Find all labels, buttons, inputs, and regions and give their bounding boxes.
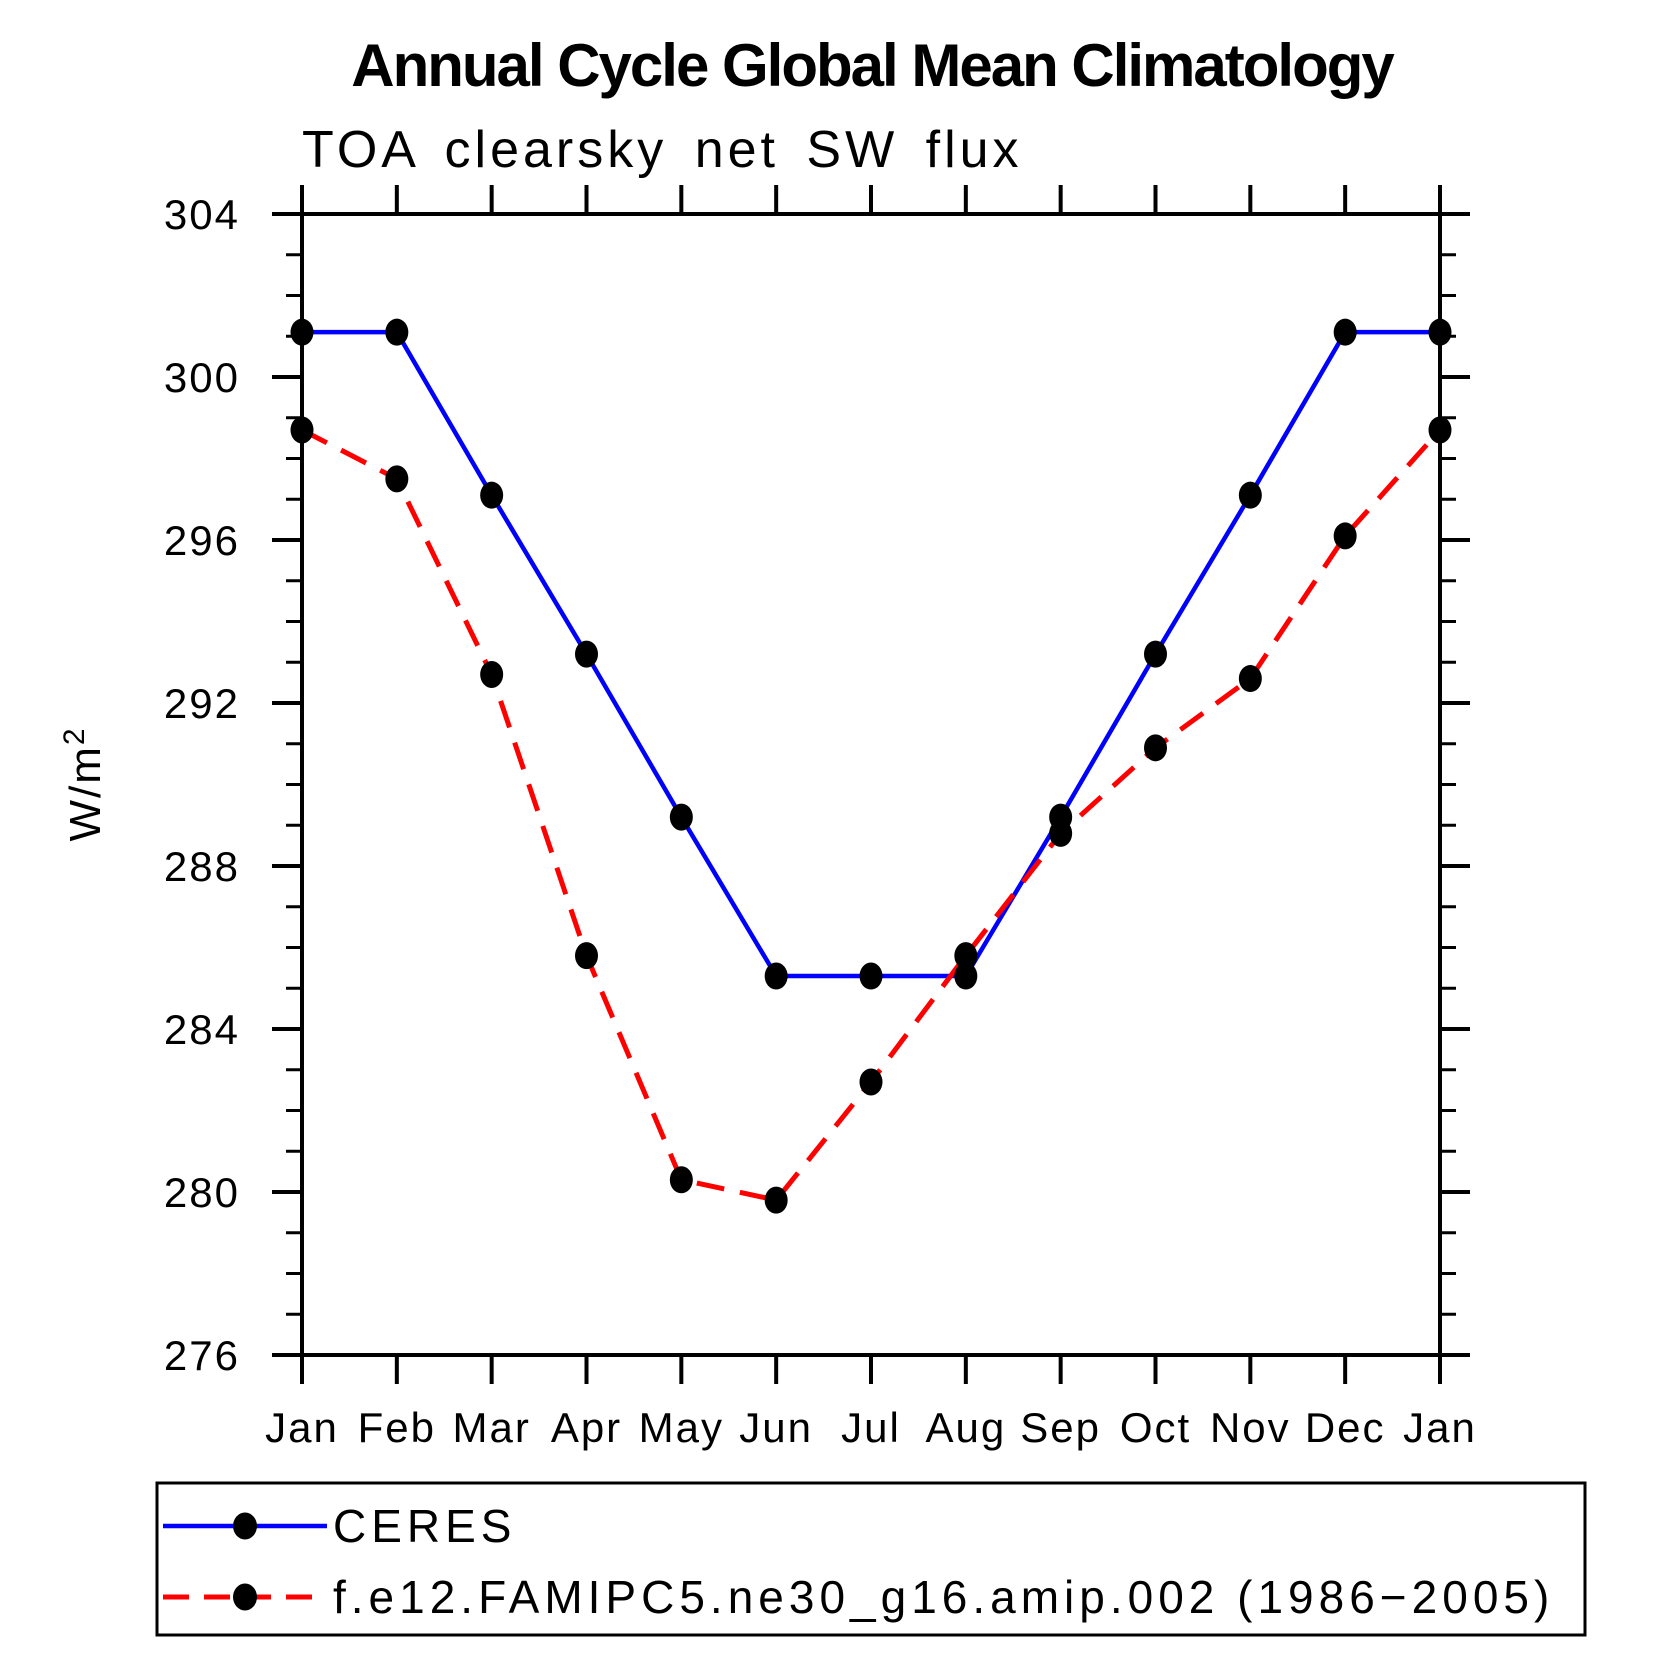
chart-title: Annual Cycle Global Mean Climatology — [351, 32, 1395, 99]
x-tick-label: May — [639, 1404, 724, 1451]
legend-marker-model — [233, 1583, 257, 1611]
model-marker — [859, 1068, 883, 1096]
y-axis-title: W/m2 — [58, 726, 110, 841]
x-tick-label: Mar — [452, 1404, 530, 1451]
model-marker — [764, 1186, 788, 1214]
ceres-line — [302, 329, 1440, 979]
x-tick-label: Feb — [358, 1404, 436, 1451]
x-tick-label: Jun — [739, 1404, 813, 1451]
x-tick-label: Apr — [551, 1404, 622, 1451]
model-marker — [1333, 522, 1357, 550]
legend-label-ceres: CERES — [333, 1500, 516, 1552]
model-marker — [1144, 734, 1167, 762]
x-tick-label: Dec — [1305, 1404, 1386, 1451]
plot-frame — [300, 212, 1442, 1357]
legend-item-ceres: CERES — [163, 1500, 516, 1552]
x-tick-label: Oct — [1120, 1404, 1191, 1451]
legend-marker-ceres — [233, 1512, 257, 1540]
ceres-marker — [669, 803, 693, 831]
x-tick-label: Aug — [925, 1404, 1006, 1451]
legend: CERES f.e12.FAMIPC5.ne30_g16.amip.002 (1… — [155, 1481, 1587, 1637]
model-marker — [290, 416, 314, 444]
plot-area: 276 280 284 288 292 296 300 304 Jan Feb Mar Apr May J… — [164, 185, 1477, 1451]
y-tick-label: 296 — [164, 517, 240, 564]
y-axis-title-base: W/m — [61, 745, 110, 841]
y-tick-label: 276 — [164, 1332, 240, 1379]
y-axis-title-exponent: 2 — [58, 726, 91, 745]
x-tick-label: Jul — [841, 1404, 901, 1451]
model-marker — [954, 942, 978, 970]
x-tick-label: Jan — [265, 1404, 339, 1451]
x-tick-label: Jan — [1403, 1404, 1477, 1451]
ceres-marker — [954, 962, 978, 990]
model-marker — [385, 465, 409, 493]
legend-box — [155, 1481, 1587, 1637]
legend-label-model: f.e12.FAMIPC5.ne30_g16.amip.002 (1986−20… — [333, 1571, 1554, 1623]
model-marker — [575, 942, 598, 970]
ceres-marker — [1333, 318, 1357, 346]
ceres-marker — [859, 962, 883, 990]
ceres-marker — [764, 962, 788, 990]
legend-item-model: f.e12.FAMIPC5.ne30_g16.amip.002 (1986−20… — [163, 1571, 1554, 1623]
y-tick-label: 300 — [164, 354, 240, 401]
y-tick-label: 288 — [164, 843, 240, 890]
y-tick-label: 280 — [164, 1169, 240, 1216]
ceres-marker — [1428, 318, 1452, 346]
model-marker — [1428, 416, 1452, 444]
y-tick-label: 292 — [164, 680, 240, 727]
model-marker — [1238, 665, 1262, 693]
ceres-marker — [290, 318, 314, 346]
y-tick-label: 304 — [164, 191, 240, 238]
model-marker — [1049, 819, 1073, 847]
ceres-marker — [385, 318, 409, 346]
y-tick-label: 284 — [164, 1006, 240, 1053]
ceres-marker — [1144, 640, 1167, 668]
chart-subtitle: TOA clearsky net SW flux — [302, 121, 1023, 179]
model-marker — [669, 1166, 693, 1194]
x-tick-label: Sep — [1020, 1404, 1101, 1451]
ceres-marker — [575, 640, 598, 668]
x-tick-label: Nov — [1210, 1404, 1291, 1451]
ceres-marker — [1238, 481, 1262, 509]
ceres-marker — [480, 481, 504, 509]
model-marker — [480, 660, 504, 688]
